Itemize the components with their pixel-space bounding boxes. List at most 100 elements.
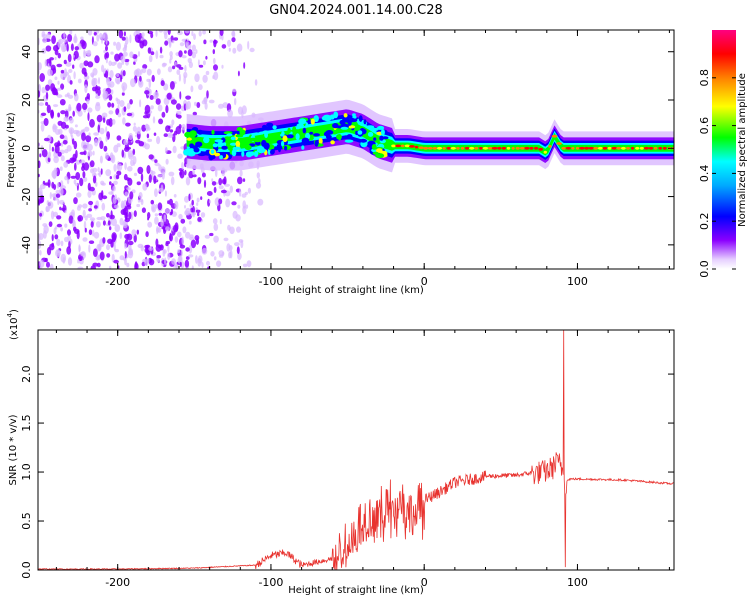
ridge-core [446, 146, 451, 150]
noise-speck [173, 37, 179, 41]
ridge-core [648, 146, 654, 150]
noise-speck [205, 55, 208, 60]
noise-speck [96, 114, 103, 123]
noise-speck [158, 187, 164, 193]
ridge-blob [344, 139, 354, 143]
noise-speck [72, 110, 75, 117]
noise-speck [90, 72, 95, 78]
noise-speck [93, 248, 98, 257]
noise-speck [117, 62, 123, 69]
noise-speck [151, 203, 157, 213]
noise-speck [128, 211, 132, 220]
noise-speck [129, 191, 134, 200]
noise-speck [148, 258, 155, 266]
noise-speck [63, 161, 69, 168]
noise-speck [77, 110, 83, 117]
noise-speck [74, 46, 80, 51]
noise-speck [39, 73, 45, 82]
noise-speck [195, 238, 199, 245]
noise-speck [114, 248, 120, 253]
noise-speck [203, 39, 207, 45]
noise-speck [196, 197, 200, 203]
noise-speck [141, 207, 146, 213]
noise-speck [81, 67, 87, 75]
noise-speck [242, 263, 248, 268]
noise-speck [169, 232, 172, 241]
ridge-blob [284, 145, 288, 151]
noise-speck [94, 138, 99, 147]
noise-speck [38, 83, 41, 91]
noise-speck [110, 51, 114, 55]
ridge-core [401, 144, 405, 148]
noise-speck [119, 100, 125, 107]
noise-speck [100, 216, 106, 221]
noise-speck [64, 94, 69, 98]
noise-speck [144, 90, 150, 95]
noise-speck [123, 31, 126, 37]
ridge-blob [323, 114, 332, 122]
noise-speck [49, 263, 54, 269]
noise-speck [47, 68, 53, 77]
ridge-blob [248, 151, 255, 156]
noise-speck [218, 198, 223, 205]
noise-speck [177, 114, 182, 119]
ridge-blob [352, 113, 356, 117]
noise-speck [126, 102, 131, 110]
ridge-core [469, 146, 475, 150]
ridge-core [460, 146, 465, 150]
ridge-core [524, 146, 530, 150]
ridge-core [543, 150, 547, 154]
noise-speck [180, 218, 186, 224]
noise-speck [85, 135, 92, 143]
noise-speck [77, 258, 80, 264]
noise-speck [122, 207, 129, 216]
noise-speck [194, 73, 200, 83]
ridge-core [548, 145, 552, 148]
noise-speck [68, 215, 74, 224]
noise-speck [211, 181, 217, 186]
noise-speck [212, 49, 215, 55]
noise-speck [48, 151, 51, 159]
noise-speck [51, 234, 54, 242]
noise-speck [227, 109, 234, 118]
noise-speck [155, 98, 161, 105]
ridge-core [464, 146, 470, 150]
noise-speck [99, 251, 105, 261]
noise-speck [136, 181, 141, 186]
ridge-blob [357, 130, 363, 135]
noise-speck [95, 221, 101, 228]
noise-speck [178, 213, 183, 220]
noise-speck [232, 88, 237, 93]
ridge-blob [189, 130, 197, 137]
noise-speck [184, 50, 187, 54]
noise-speck [237, 204, 241, 209]
noise-speck [78, 244, 81, 253]
ridge-core [662, 146, 667, 150]
noise-speck [38, 199, 43, 204]
noise-speck [161, 111, 166, 118]
noise-speck [51, 181, 55, 189]
noise-speck [154, 159, 158, 164]
noise-speck [100, 168, 103, 175]
noise-speck [60, 227, 63, 232]
ridge-blob [363, 119, 367, 125]
noise-speck [62, 38, 67, 43]
noise-speck [124, 233, 130, 240]
ridge-blob [347, 119, 352, 126]
ridge-blob [301, 140, 310, 145]
noise-speck [109, 214, 115, 220]
noise-speck [105, 169, 112, 177]
noise-speck [106, 77, 110, 86]
spectrogram-ytick-label: -40 [20, 236, 33, 254]
noise-speck [64, 110, 69, 119]
snr-xtick-label: 0 [421, 576, 428, 589]
noise-speck [57, 80, 60, 85]
noise-speck [63, 116, 69, 122]
noise-speck [176, 64, 182, 68]
noise-speck [238, 188, 242, 197]
noise-speck [174, 222, 179, 232]
noise-speck [137, 166, 144, 175]
snr-ytick-label: 1.0 [20, 463, 33, 481]
noise-speck [151, 74, 155, 83]
